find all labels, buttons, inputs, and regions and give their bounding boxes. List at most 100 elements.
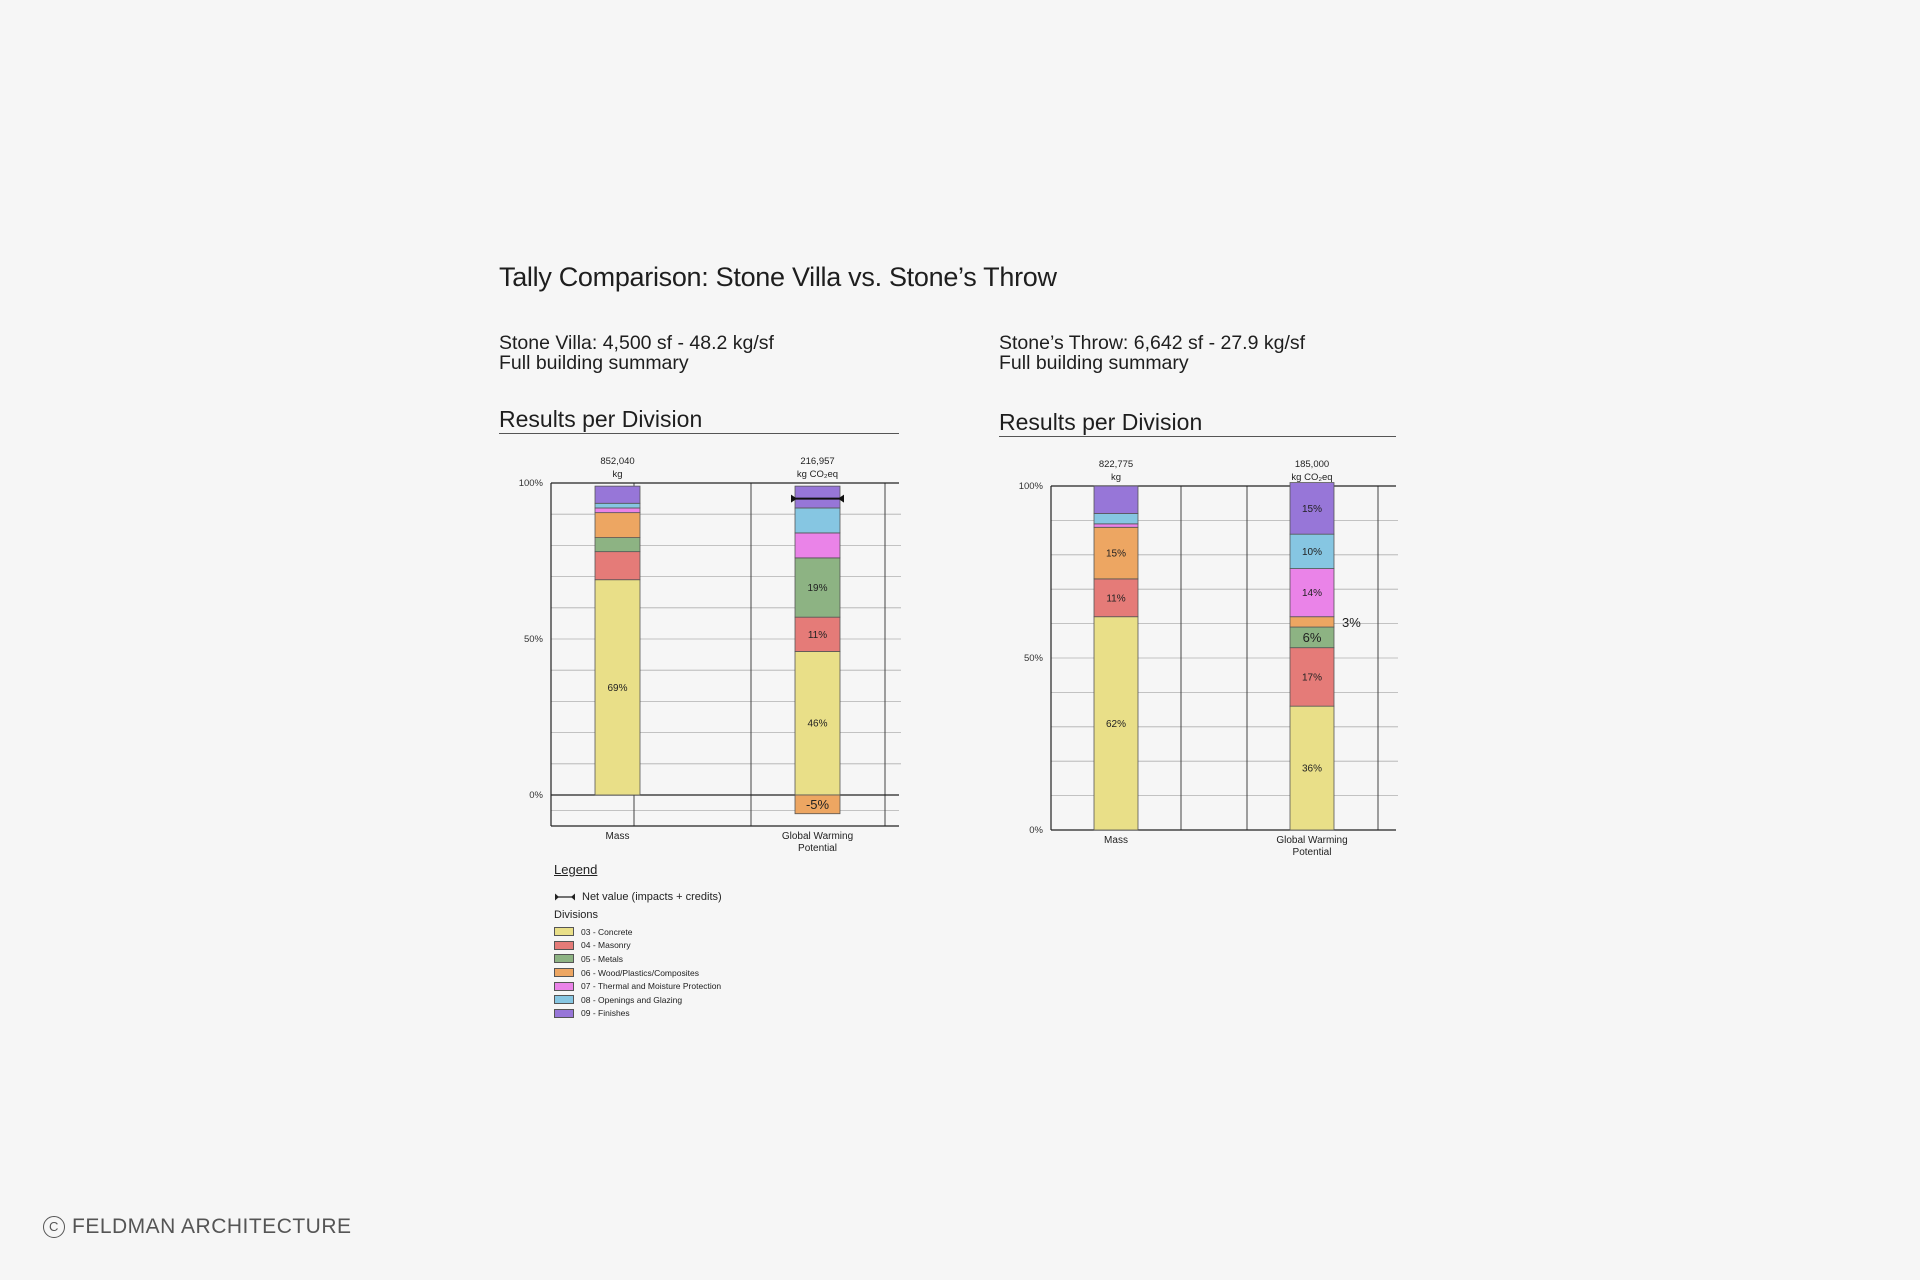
bar-segment: [594, 512, 641, 538]
data-label: 15%: [1302, 504, 1322, 515]
stones-throw-chart: 100% 50% 0% 62% 11% 15% 822,775 kg Mass 36% 17% 6% 3…: [1019, 459, 1398, 858]
legend-item-label: 06 - Wood/Plastics/Composites: [581, 967, 699, 978]
data-label: 11%: [808, 630, 827, 641]
column-total-unit: kg: [612, 469, 622, 480]
bar-segment: [1289, 568, 1335, 618]
bar-segment: [794, 616, 841, 652]
net-value-label: Net value (impacts + credits): [582, 891, 722, 903]
stone-villa-chart: 100% 50% 0% 69% 852,040 kg Mass 46% 11% 19% -5% 216…: [519, 456, 901, 854]
bar-segment: [594, 551, 641, 581]
x-category-label: Potential: [1293, 847, 1332, 858]
legend-swatch: [554, 981, 574, 991]
net-value-icon: [555, 893, 575, 901]
data-label: 3%: [1342, 615, 1361, 630]
bar-segment: [1289, 616, 1335, 628]
left-heading-line2: Full building summary: [499, 352, 689, 374]
legend-item-label: 09 - Finishes: [581, 1008, 630, 1019]
data-label: 69%: [607, 683, 627, 694]
bar-segment: [1093, 523, 1139, 528]
divisions-title: Divisions: [554, 909, 599, 921]
bar-segment: [1093, 578, 1139, 618]
legend-item: 03 - Concrete: [554, 925, 722, 939]
net-value-marker: [838, 494, 844, 503]
left-section-title: Results per Division: [499, 406, 703, 432]
legend-item: 07 - Thermal and Moisture Protection: [554, 979, 722, 993]
legend-item: 08 - Openings and Glazing: [554, 993, 722, 1007]
legend-item: 09 - Finishes: [554, 1007, 722, 1021]
data-label: 15%: [1106, 549, 1126, 560]
legend-item: 05 - Metals: [554, 952, 722, 966]
y-tick-label: 100%: [519, 478, 544, 489]
right-section-rule: [999, 436, 1396, 437]
x-category-label: Potential: [798, 843, 837, 854]
legend-net-value: Net value (impacts + credits): [554, 891, 722, 903]
column-total-value: 216,957: [800, 456, 834, 467]
column-total-unit: kg: [1111, 472, 1121, 483]
right-heading-line2: Full building summary: [999, 352, 1189, 374]
legend: Legend Net value (impacts + credits) Div…: [554, 862, 722, 1020]
bar-segment: [594, 537, 641, 553]
page-title: Tally Comparison: Stone Villa vs. Stone’…: [499, 262, 1057, 292]
bar-segment: [1289, 533, 1335, 569]
right-heading-line1: Stone’s Throw: 6,642 sf - 27.9 kg/sf: [999, 332, 1306, 354]
bar-segment: [594, 507, 641, 514]
data-label: 6%: [1303, 630, 1322, 645]
left-section-rule: [499, 433, 899, 434]
legend-swatch: [554, 927, 574, 937]
legend-swatch: [554, 968, 574, 978]
footer-text: FELDMAN ARCHITECTURE: [72, 1215, 352, 1238]
bar-segment: [1093, 526, 1139, 580]
legend-item: 04 - Masonry: [554, 939, 722, 953]
legend-swatch: [554, 995, 574, 1005]
bar-segment: [1289, 482, 1335, 535]
left-building-heading: Stone Villa: 4,500 sf - 48.2 kg/sf Full …: [499, 333, 774, 373]
x-category-label: Global Warming: [1276, 835, 1347, 846]
bar-segment: [794, 507, 841, 534]
column-total-value: 822,775: [1099, 459, 1133, 470]
data-label: 36%: [1302, 764, 1322, 775]
bar-segment: [794, 794, 841, 815]
data-label: 19%: [807, 583, 827, 594]
footer-copyright: C FELDMAN ARCHITECTURE: [43, 1215, 352, 1239]
legend-item-label: 04 - Masonry: [581, 940, 631, 951]
data-label: 10%: [1302, 547, 1322, 558]
legend-item-label: 03 - Concrete: [581, 926, 633, 937]
copyright-icon: C: [43, 1216, 65, 1238]
column-total-unit: kg CO₂eq: [797, 469, 838, 480]
data-label: 17%: [1302, 672, 1322, 683]
column-total-unit: kg CO₂eq: [1291, 472, 1332, 483]
data-label: 11%: [1106, 593, 1125, 604]
bar-segment: [1093, 513, 1139, 525]
bar-segment: [794, 651, 841, 796]
bar-segment: [594, 502, 641, 509]
bar-segment: [594, 579, 641, 796]
column-total-value: 852,040: [600, 456, 634, 467]
legend-item-label: 08 - Openings and Glazing: [581, 994, 683, 1005]
legend-swatch: [554, 954, 574, 964]
bar-segment: [794, 532, 841, 559]
legend-items: 03 - Concrete 04 - Masonry 05 - Metals 06 -…: [554, 925, 722, 1020]
bar-segment: [1289, 705, 1335, 831]
data-label: 62%: [1106, 719, 1126, 730]
net-value-marker: [791, 494, 797, 503]
bar-segment: [1093, 616, 1139, 831]
legend-swatch: [554, 940, 574, 950]
legend-item-label: 07 - Thermal and Moisture Protection: [581, 981, 722, 992]
bar-segment: [794, 485, 841, 509]
y-tick-label: 0%: [529, 790, 543, 801]
bar-segment: [594, 485, 641, 504]
bar-segment: [1093, 485, 1139, 514]
bar-segment: [794, 557, 841, 618]
right-section-title: Results per Division: [999, 409, 1203, 435]
legend-title: Legend: [554, 862, 598, 877]
data-label: -5%: [806, 797, 830, 812]
data-label: 46%: [807, 719, 827, 730]
y-tick-label: 0%: [1029, 825, 1043, 836]
column-total-value: 185,000: [1295, 459, 1329, 470]
data-label: 14%: [1302, 588, 1322, 599]
x-category-label: Mass: [1104, 835, 1128, 846]
legend-swatch: [554, 1008, 574, 1018]
y-tick-label: 50%: [1024, 653, 1044, 664]
x-category-label: Mass: [606, 831, 630, 842]
x-category-label: Global Warming: [782, 831, 853, 842]
